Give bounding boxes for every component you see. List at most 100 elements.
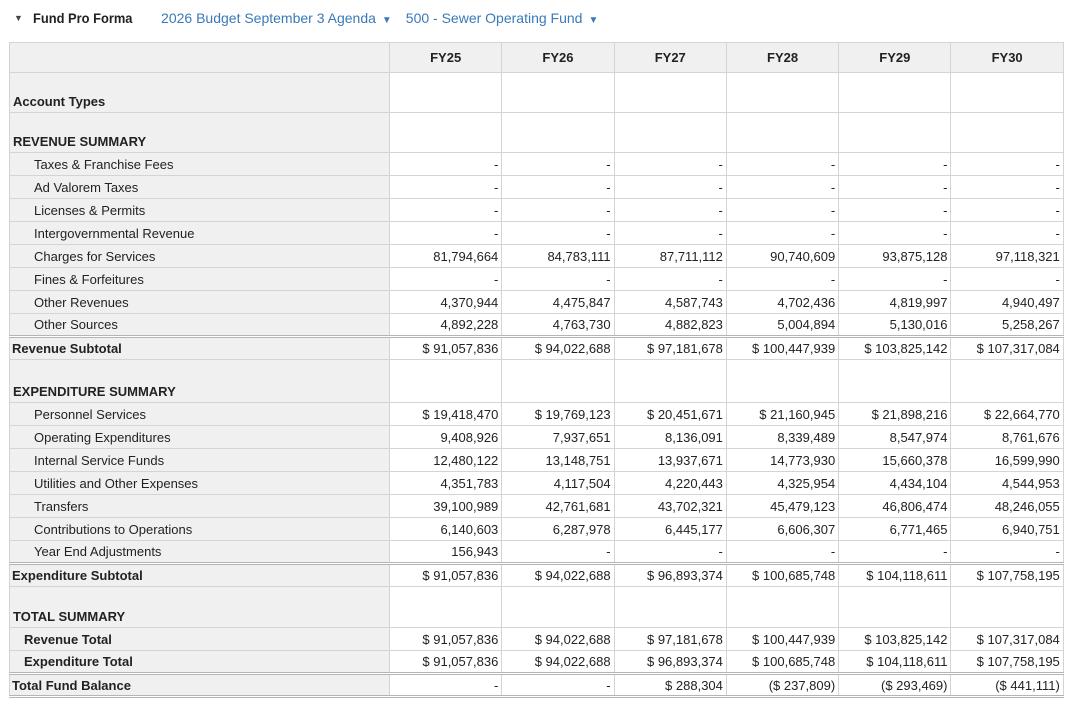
table-row: Year End Adjustments 156,943- - - - -	[9, 540, 1064, 564]
column-header-fy26: FY26	[501, 42, 615, 73]
value-cell: 4,763,730	[501, 313, 615, 337]
value-cell: $ 104,118,611	[838, 562, 952, 587]
value-cell: 87,711,112	[613, 244, 727, 268]
value-cell: -	[388, 198, 503, 222]
value-cell: $ 94,022,688	[501, 335, 615, 360]
row-label: Licenses & Permits	[9, 198, 390, 222]
budget-dropdown-label: 2026 Budget September 3 Agenda	[161, 10, 376, 26]
row-label: Contributions to Operations	[9, 517, 390, 541]
page-header: ▼ Fund Pro Forma 2026 Budget September 3…	[14, 8, 612, 28]
header-corner	[9, 42, 390, 73]
value-cell: $ 100,447,939	[725, 627, 840, 651]
value-cell: 43,702,321	[613, 494, 727, 518]
row-label: Operating Expenditures	[9, 425, 390, 449]
column-header-fy29: FY29	[838, 42, 952, 73]
value-cell: ($ 293,469)	[838, 672, 952, 698]
value-cell: -	[501, 267, 615, 291]
table-row: Revenue Total $ 91,057,836 $ 94,022,688 $ 9…	[9, 627, 1064, 651]
value-cell: $ 97,181,678	[613, 335, 727, 360]
value-cell: $ 107,758,195	[950, 562, 1064, 587]
value-cell: -	[950, 540, 1064, 564]
value-cell: 7,937,651	[501, 425, 615, 449]
budget-dropdown[interactable]: 2026 Budget September 3 Agenda ▼	[161, 10, 392, 26]
pro-forma-table: FY25 FY26 FY27 FY28 FY29 FY30 Account Types RE…	[9, 42, 1064, 698]
value-cell: 4,819,997	[838, 290, 952, 314]
table-row: Revenue Subtotal $ 91,057,836 $ 94,022,688…	[9, 335, 1064, 360]
value-cell: -	[950, 152, 1064, 176]
value-cell: $ 96,893,374	[613, 562, 727, 587]
page-title: Fund Pro Forma	[32, 10, 133, 26]
value-cell: 46,806,474	[838, 494, 952, 518]
value-cell	[501, 359, 615, 403]
value-cell: 42,761,681	[501, 494, 615, 518]
value-cell: 12,480,122	[388, 448, 503, 472]
value-cell: -	[950, 221, 1064, 245]
row-label: Fines & Forfeitures	[9, 267, 390, 291]
collapse-toggle-icon[interactable]: ▼	[14, 13, 23, 23]
table-row: Ad Valorem Taxes - - - - - -	[9, 175, 1064, 199]
value-cell: 13,937,671	[613, 448, 727, 472]
value-cell: -	[501, 221, 615, 245]
row-label: Year End Adjustments	[9, 540, 390, 564]
value-cell: -	[388, 152, 503, 176]
table-row: Other Revenues 4,370,944 4,475,847 4,587,74…	[9, 290, 1064, 314]
table-row: TOTAL SUMMARY	[9, 586, 1064, 628]
value-cell: 4,370,944	[388, 290, 503, 314]
table-row: Transfers 39,100,989 42,761,681 43,702,321 4…	[9, 494, 1064, 518]
value-cell	[613, 112, 727, 153]
table-row: Expenditure Subtotal $ 91,057,836 $ 94,022…	[9, 562, 1064, 587]
table-row: Intergovernmental Revenue - - - - - -	[9, 221, 1064, 245]
fund-dropdown[interactable]: 500 - Sewer Operating Fund ▼	[406, 10, 599, 26]
value-cell: 14,773,930	[725, 448, 840, 472]
value-cell: 8,339,489	[725, 425, 840, 449]
value-cell: -	[725, 540, 840, 564]
value-cell: -	[725, 267, 840, 291]
value-cell: -	[613, 540, 727, 564]
value-cell: -	[838, 175, 952, 199]
value-cell: 6,445,177	[613, 517, 727, 541]
value-cell: 5,258,267	[950, 313, 1064, 337]
table-row: Utilities and Other Expenses 4,351,783 4,1…	[9, 471, 1064, 495]
value-cell: 5,130,016	[838, 313, 952, 337]
row-label: Other Sources	[9, 313, 390, 337]
value-cell: -	[950, 175, 1064, 199]
value-cell: 4,351,783	[388, 471, 503, 495]
table-row: Charges for Services 81,794,664 84,783,111…	[9, 244, 1064, 268]
value-cell: $ 107,758,195	[950, 650, 1064, 674]
value-cell: 8,136,091	[613, 425, 727, 449]
value-cell: 48,246,055	[950, 494, 1064, 518]
row-label: Expenditure Subtotal	[9, 562, 390, 587]
value-cell: 84,783,111	[501, 244, 615, 268]
value-cell: 81,794,664	[388, 244, 503, 268]
value-cell: 39,100,989	[388, 494, 503, 518]
row-label: Other Revenues	[9, 290, 390, 314]
value-cell: -	[725, 175, 840, 199]
value-cell: $ 107,317,084	[950, 335, 1064, 360]
value-cell: 4,117,504	[501, 471, 615, 495]
value-cell: -	[725, 198, 840, 222]
table-row: Internal Service Funds 12,480,122 13,148,7…	[9, 448, 1064, 472]
value-cell	[950, 112, 1064, 153]
value-cell: 156,943	[388, 540, 503, 564]
value-cell: -	[613, 267, 727, 291]
value-cell: 97,118,321	[950, 244, 1064, 268]
value-cell: -	[950, 267, 1064, 291]
value-cell: 4,544,953	[950, 471, 1064, 495]
value-cell: 4,882,823	[613, 313, 727, 337]
value-cell: 93,875,128	[838, 244, 952, 268]
table-row: Taxes & Franchise Fees - - - - - -	[9, 152, 1064, 176]
value-cell: -	[838, 267, 952, 291]
value-cell: 45,479,123	[725, 494, 840, 518]
value-cell: ($ 237,809)	[725, 672, 840, 698]
value-cell: 15,660,378	[838, 448, 952, 472]
value-cell	[725, 586, 840, 628]
value-cell: $ 91,057,836	[388, 562, 503, 587]
row-label: Personnel Services	[9, 402, 390, 426]
table-row: EXPENDITURE SUMMARY	[9, 359, 1064, 403]
value-cell: 4,434,104	[838, 471, 952, 495]
value-cell: 4,325,954	[725, 471, 840, 495]
value-cell: -	[613, 198, 727, 222]
value-cell: $ 91,057,836	[388, 335, 503, 360]
value-cell	[725, 112, 840, 153]
value-cell	[950, 586, 1064, 628]
